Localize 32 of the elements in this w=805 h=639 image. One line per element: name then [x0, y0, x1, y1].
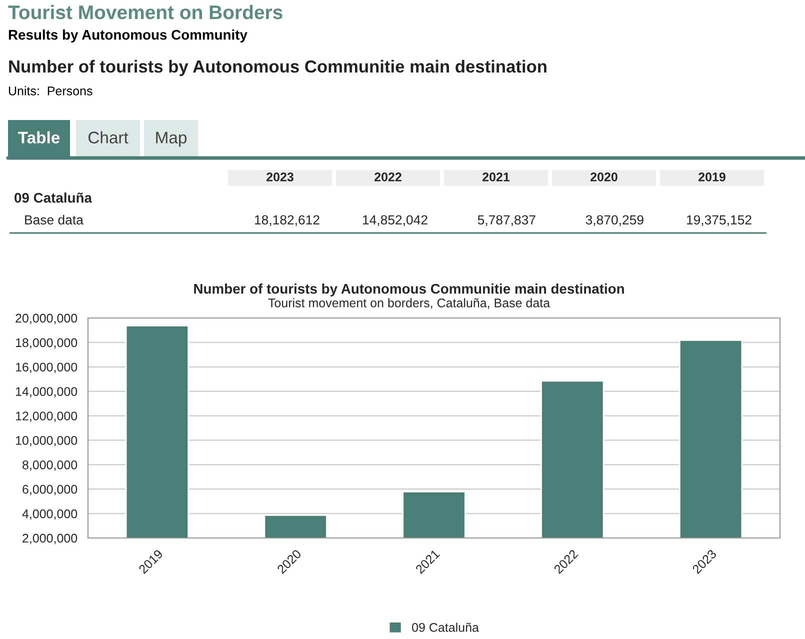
category-label: 2019 [698, 172, 726, 182]
y-tick-label: 12,000,000 [16, 412, 78, 422]
text: Number of tourists by Autonomous Communitie main destination [9, 60, 546, 76]
text: 19,375,152 [686, 215, 752, 226]
text: 14,852,042 [362, 215, 428, 226]
text: Map [156, 132, 187, 147]
text: 18,182,612 [254, 215, 320, 226]
y-tick-label: 20,000,000 [16, 314, 78, 324]
y-tick-label: 6,000,000 [22, 484, 78, 496]
category-label: 2020 [590, 172, 618, 182]
legend-label: 09 Cataluña [412, 622, 479, 632]
category-label: 2021 [482, 172, 510, 182]
y-tick-label: 8,000,000 [22, 460, 78, 471]
text: 09 Cataluña [14, 192, 92, 203]
category-label: 2022 [374, 172, 402, 182]
y-tick-label: 16,000,000 [16, 362, 78, 374]
category-label: 2023 [266, 172, 294, 182]
text: 5,787,837 [478, 215, 536, 226]
text: Tourist Movement on Borders [8, 4, 282, 20]
y-tick-label: 18,000,000 [16, 338, 78, 349]
y-tick-label: 4,000,000 [22, 509, 78, 520]
y-tick-label: 10,000,000 [16, 436, 78, 446]
chart-subtitle: Tourist movement on borders, Cataluña, Base data [268, 298, 550, 309]
text: Results by Autonomous Community [8, 30, 248, 42]
text: Chart [88, 131, 128, 144]
text: Units: Persons [8, 86, 92, 96]
chart-title: Number of tourists by Autonomous Communitie main destination [194, 284, 624, 296]
y-tick-label: 2,000,000 [22, 534, 78, 544]
text: Table [18, 131, 60, 144]
text: 3,870,259 [586, 215, 644, 226]
text: Base data [25, 214, 84, 225]
y-tick-label: 14,000,000 [16, 387, 78, 398]
